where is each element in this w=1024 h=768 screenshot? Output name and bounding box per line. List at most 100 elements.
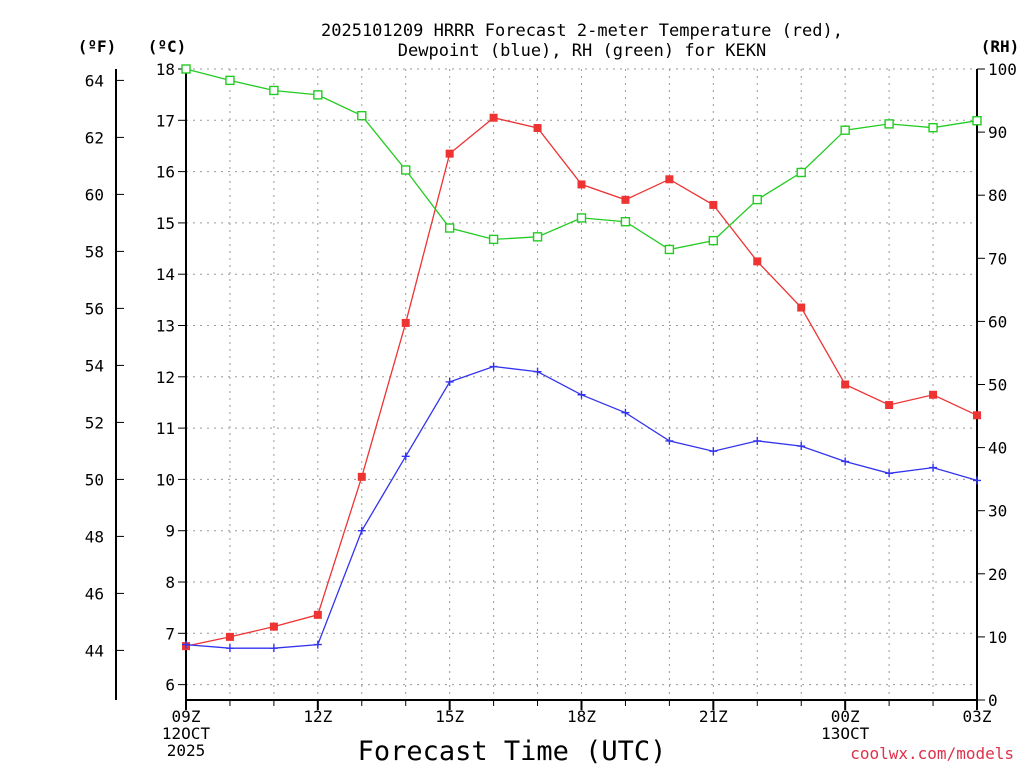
temperature-point: [841, 380, 850, 389]
series-dewpoint: [182, 362, 981, 653]
temperature-point: [709, 200, 718, 209]
fahrenheit-tick-label: 56: [85, 299, 104, 318]
dewpoint-point: [445, 377, 454, 386]
temperature-point: [577, 180, 586, 189]
dewpoint-point: [357, 526, 366, 535]
credit-link[interactable]: coolwx.com/models: [850, 744, 1014, 763]
rh-point: [884, 119, 894, 129]
fahrenheit-tick-label: 44: [85, 641, 104, 660]
temperature-point: [929, 390, 938, 399]
series-temperature: [182, 113, 981, 651]
grid: [186, 68, 977, 700]
rh-point: [181, 64, 191, 74]
rh-tick-label: 0: [988, 691, 998, 710]
celsius-tick-label: 18: [156, 60, 175, 79]
rh-point: [708, 235, 719, 246]
celsius-tick-label: 17: [156, 111, 175, 130]
rh-point: [488, 234, 499, 245]
dewpoint-point: [929, 463, 938, 472]
celsius-tick-label: 10: [156, 470, 175, 489]
rh-point: [620, 217, 631, 227]
x-axis-title: Forecast Time (UTC): [358, 736, 667, 767]
x-tick-label: 2025: [167, 741, 206, 760]
fahrenheit-tick-label: 50: [85, 470, 104, 489]
x-tick-label: 21Z: [699, 707, 728, 726]
rh-point: [752, 194, 762, 205]
dewpoint-point: [182, 640, 190, 649]
rh-point: [269, 85, 279, 96]
temperature-point: [885, 401, 894, 410]
rh-tick-label: 20: [988, 565, 1007, 584]
dewpoint-point: [973, 476, 981, 485]
temperature-point: [533, 123, 542, 132]
dewpoint-point: [797, 442, 806, 451]
rh-tick-label: 30: [988, 502, 1007, 521]
temperature-point: [269, 622, 278, 631]
fahrenheit-tick-label: 60: [85, 185, 104, 204]
celsius-axis-label: (ºC): [148, 37, 187, 56]
rh-point: [664, 244, 675, 255]
temperature-point: [401, 318, 410, 327]
celsius-tick-label: 6: [165, 676, 175, 695]
rh-point: [840, 125, 850, 135]
fahrenheit-tick-label: 64: [85, 71, 104, 90]
temperature-point: [753, 257, 762, 266]
fahrenheit-tick-label: 54: [85, 356, 104, 375]
rh-point: [357, 110, 367, 121]
rh-tick-label: 80: [988, 186, 1007, 205]
temperature-point: [225, 632, 234, 641]
dewpoint-point: [709, 447, 718, 456]
chart-title-line-2: Dewpoint (blue), RH (green) for KEKN: [398, 41, 766, 61]
dewpoint-point: [225, 644, 234, 653]
rh-point: [225, 75, 235, 86]
x-tick-label: 00Z: [831, 707, 860, 726]
rh-point: [928, 122, 938, 133]
temperature-point: [313, 610, 322, 619]
temperature-point: [665, 175, 674, 184]
rh-point: [401, 165, 411, 175]
chart-title-line-1: 2025101209 HRRR Forecast 2-meter Tempera…: [321, 21, 843, 41]
temperature-point: [489, 113, 498, 122]
x-tick-label: 15Z: [435, 707, 464, 726]
temperature-point: [357, 472, 366, 481]
celsius-tick-label: 11: [156, 419, 175, 438]
series-layer: [181, 64, 982, 653]
fahrenheit-axis-label: (ºF): [78, 37, 117, 56]
rh-tick-label: 100: [988, 60, 1017, 79]
dewpoint-point: [269, 644, 278, 653]
celsius-tick-label: 16: [156, 163, 175, 182]
x-tick-label: 12Z: [303, 707, 332, 726]
x-tick-label: 12OCT: [162, 724, 211, 743]
celsius-tick-label: 14: [156, 265, 175, 284]
celsius-tick-label: 15: [156, 214, 175, 233]
rh-point: [972, 116, 982, 126]
fahrenheit-tick-label: 52: [85, 413, 104, 432]
dewpoint-point: [621, 408, 630, 417]
x-tick-label: 09Z: [172, 707, 201, 726]
rh-point: [796, 167, 806, 178]
rh-point: [444, 223, 455, 233]
celsius-tick-label: 12: [156, 368, 175, 387]
temperature-point: [797, 303, 806, 312]
dewpoint-point: [533, 367, 542, 376]
axes: 6 7 8 9 10 11 12 13 14 15 16 17 18 44 46 48 50 52 54 56 58 60…: [85, 60, 1017, 760]
rh-tick-label: 70: [988, 249, 1007, 268]
rh-point: [576, 213, 587, 223]
series-rh: [181, 64, 982, 255]
rh-tick-label: 40: [988, 439, 1007, 458]
dewpoint-point: [885, 469, 894, 478]
fahrenheit-tick-label: 58: [85, 242, 104, 261]
rh-point: [532, 232, 543, 242]
rh-point: [313, 90, 323, 100]
x-tick-label: 03Z: [963, 707, 992, 726]
fahrenheit-tick-label: 46: [85, 584, 104, 603]
celsius-tick-label: 9: [165, 522, 175, 541]
fahrenheit-tick-label: 48: [85, 527, 104, 546]
dewpoint-point: [313, 640, 322, 649]
x-tick-label: 18Z: [567, 707, 596, 726]
x-tick-label: 13OCT: [821, 724, 870, 743]
temperature-point: [973, 411, 981, 420]
dewpoint-point: [489, 362, 498, 371]
dewpoint-point: [753, 436, 762, 445]
